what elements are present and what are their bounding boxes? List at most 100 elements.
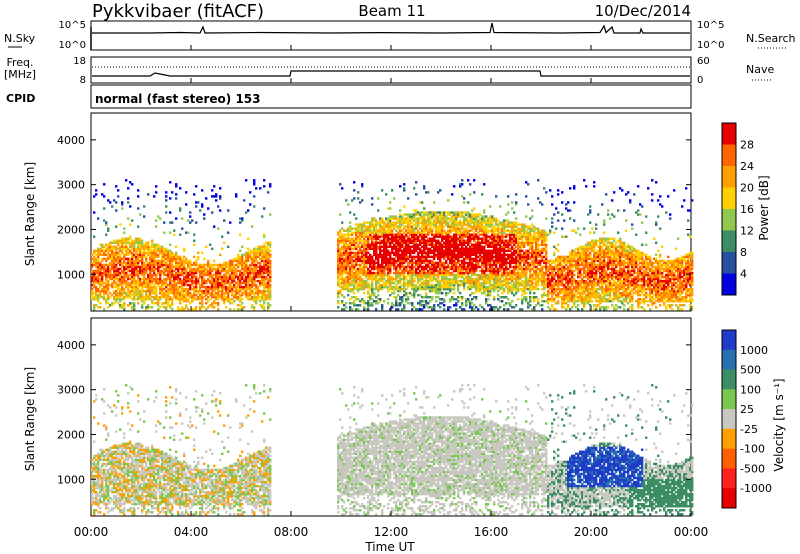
power-cell — [211, 189, 213, 191]
power-cell — [103, 195, 105, 197]
power-cell — [137, 225, 139, 227]
power-cell — [253, 306, 255, 308]
power-cell — [195, 205, 197, 207]
power-cell — [253, 179, 255, 181]
power-cell — [211, 211, 213, 213]
power-cell — [95, 189, 97, 191]
power-cell — [253, 205, 255, 207]
power-cell — [223, 242, 225, 244]
power-cell — [137, 207, 139, 209]
power-cell — [155, 191, 157, 193]
power-cell — [209, 244, 211, 246]
power-cell — [169, 181, 171, 183]
power-cell — [213, 225, 215, 227]
station-title: Pykkvibaer (fitACF) — [92, 1, 264, 22]
power-cell — [247, 238, 249, 240]
power-cell — [181, 227, 183, 229]
power-cell — [139, 213, 141, 215]
power-cell — [207, 207, 209, 209]
power-cell — [217, 302, 219, 304]
power-cell — [123, 302, 125, 304]
power-cell — [187, 231, 189, 233]
power-cell — [249, 203, 251, 205]
power-cell — [175, 197, 177, 199]
power-cell — [243, 199, 245, 201]
power-cell — [213, 185, 215, 187]
power-cell — [165, 199, 167, 201]
power-cell — [253, 195, 255, 197]
power-cell — [347, 203, 349, 205]
power-cell — [255, 187, 257, 189]
power-cell — [341, 300, 343, 302]
power-cell — [175, 183, 177, 185]
power-cell — [205, 246, 207, 248]
power-cell — [339, 213, 341, 215]
power-cell — [175, 217, 177, 219]
power-cell — [269, 254, 271, 256]
power-cell — [245, 179, 247, 181]
power-cell — [97, 217, 99, 219]
power-cell — [195, 221, 197, 223]
power-cell — [189, 260, 191, 262]
power-cell — [189, 215, 191, 217]
power-cell — [353, 197, 355, 199]
power-cell — [115, 225, 117, 227]
power-cell — [249, 191, 251, 193]
power-cell — [269, 284, 271, 286]
power-cell — [193, 193, 195, 195]
noise-right-tick-bottom: 10^0 — [697, 40, 724, 51]
power-cell — [203, 217, 205, 219]
power-cell — [263, 185, 265, 187]
power-cell — [259, 187, 261, 189]
power-cell — [137, 302, 139, 304]
power-cell — [219, 195, 221, 197]
power-cell — [261, 215, 263, 217]
power-cell — [235, 193, 237, 195]
power-cell — [201, 203, 203, 205]
power-cell — [215, 193, 217, 195]
power-cell — [227, 209, 229, 211]
power-cell — [251, 225, 253, 227]
power-cell — [165, 195, 167, 197]
power-cell — [269, 213, 271, 215]
power-cell — [269, 183, 271, 185]
power-cell — [121, 207, 123, 209]
power-cell — [349, 221, 351, 223]
power-cell — [103, 183, 105, 185]
power-cell — [159, 217, 161, 219]
power-cell — [137, 189, 139, 191]
power-cell — [197, 201, 199, 203]
power-cell — [227, 246, 229, 248]
power-cell — [197, 252, 199, 254]
power-cell — [263, 234, 265, 236]
power-cell — [195, 185, 197, 187]
power-cell — [169, 197, 171, 199]
power-cell — [169, 231, 171, 233]
power-cell — [239, 234, 241, 236]
power-cell — [269, 250, 271, 252]
power-cell — [105, 221, 107, 223]
power-cell — [173, 229, 175, 231]
power-cell — [123, 227, 125, 229]
power-cell — [155, 185, 157, 187]
power-cell — [129, 223, 131, 225]
power-cell — [127, 197, 129, 199]
power-cell — [129, 205, 131, 207]
power-cell — [99, 302, 101, 304]
freq-right-label: Nave — [746, 63, 774, 76]
power-cell — [155, 225, 157, 227]
power-cell — [127, 187, 129, 189]
power-cell — [187, 308, 189, 310]
power-cell — [137, 195, 139, 197]
power-cell — [129, 236, 131, 238]
power-cell — [353, 213, 355, 215]
power-cell — [175, 252, 177, 254]
power-cell — [195, 306, 197, 308]
power-cell — [345, 302, 347, 304]
power-cell — [233, 308, 235, 310]
freq-right-tick-bottom: 0 — [697, 75, 703, 86]
power-cell — [147, 193, 149, 195]
power-cell — [337, 300, 339, 302]
power-cell — [133, 302, 135, 304]
power-cell — [183, 248, 185, 250]
